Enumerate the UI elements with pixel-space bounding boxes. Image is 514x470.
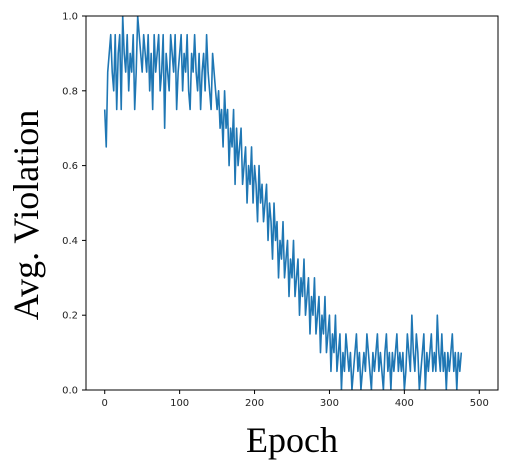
x-tick-label: 300 — [320, 398, 339, 409]
x-tick-label: 100 — [170, 398, 189, 409]
x-tick-label: 200 — [245, 398, 264, 409]
y-tick-label: 0.0 — [62, 386, 78, 397]
y-axis: 0.0 0.2 0.4 0.6 0.8 1.0 — [62, 12, 86, 397]
x-tick-label: 400 — [395, 398, 414, 409]
series-line-0 — [103, 16, 463, 390]
y-tick-label: 0.8 — [62, 86, 78, 97]
y-tick-label: 0.2 — [62, 311, 78, 322]
x-axis: 0 100 200 300 400 500 — [102, 390, 489, 409]
x-tick-label: 500 — [470, 398, 489, 409]
y-tick-label: 0.4 — [62, 236, 78, 247]
x-axis-title: Epoch — [246, 420, 338, 460]
y-tick-label: 0.6 — [62, 161, 78, 172]
y-axis-title: Avg. Violation — [6, 110, 46, 321]
x-tick-label: 0 — [102, 398, 108, 409]
plot-frame — [85, 15, 499, 391]
y-tick-label: 1.0 — [62, 12, 78, 23]
plot-area — [103, 16, 463, 390]
